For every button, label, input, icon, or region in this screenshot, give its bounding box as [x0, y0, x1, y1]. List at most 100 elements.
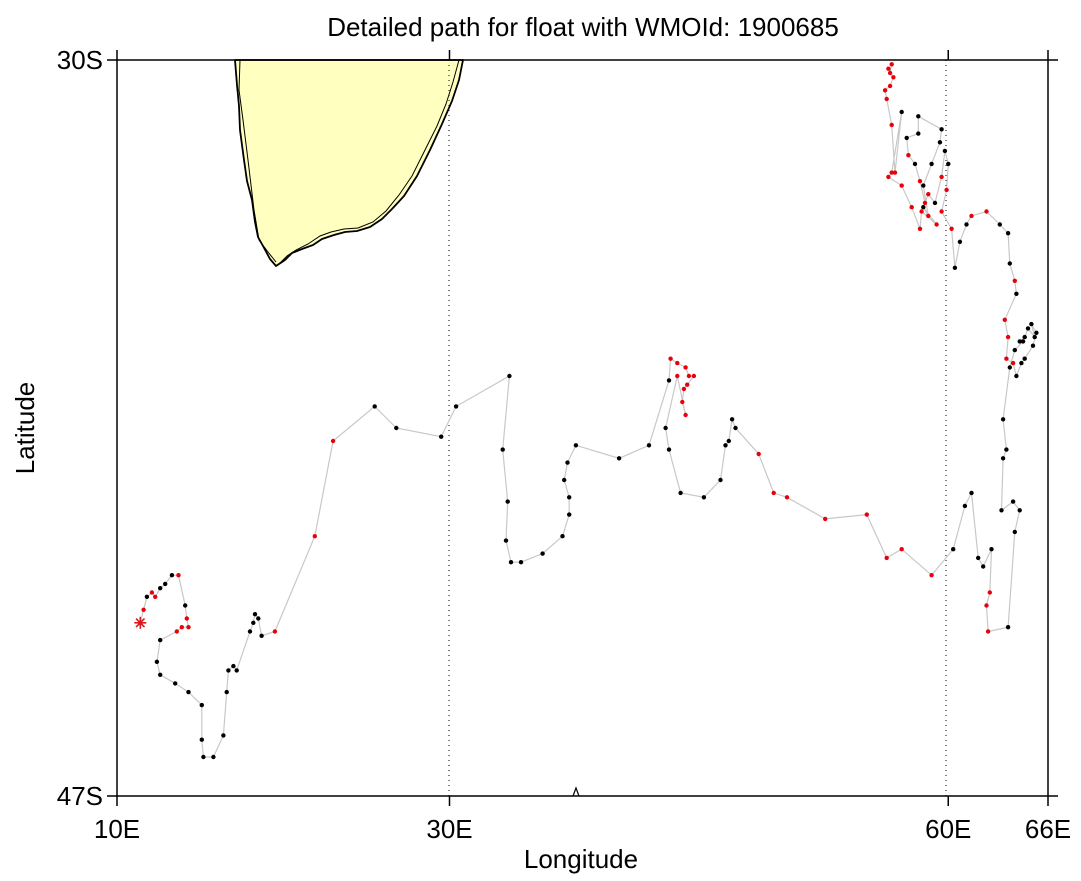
track-point-161: [891, 75, 896, 80]
float-track: [134, 62, 1039, 760]
small-island: [572, 786, 580, 797]
track-point-106: [1032, 334, 1037, 340]
track-point-75: [756, 451, 761, 457]
track-point-102: [1020, 339, 1026, 344]
track-point-14: [158, 637, 163, 643]
track-point-79: [864, 512, 869, 517]
y-tick-label-1: 47S: [57, 781, 103, 811]
track-point-61: [685, 382, 690, 387]
x-tick-label-0: 10E: [94, 814, 140, 844]
track-point-70: [718, 477, 723, 483]
track-point-62: [681, 386, 687, 392]
track-point-43: [503, 538, 509, 543]
track-point-78: [823, 516, 828, 522]
track-point-81: [899, 547, 904, 552]
track-point-42: [505, 499, 510, 504]
track-point-47: [560, 534, 565, 539]
track-point-44: [508, 560, 514, 565]
track-point-21: [201, 754, 206, 760]
africa-landmass: [234, 59, 464, 267]
track-point-39: [453, 404, 459, 409]
track-point-54: [646, 443, 652, 448]
track-point-23: [221, 733, 226, 738]
track-point-139: [904, 135, 909, 141]
track-point-115: [1005, 334, 1011, 340]
track-point-99: [1000, 417, 1006, 422]
track-point-28: [247, 629, 253, 634]
track-point-98: [1004, 447, 1009, 452]
track-point-73: [729, 417, 735, 422]
track-point-18: [186, 689, 191, 695]
track-point-145: [921, 183, 926, 188]
y-tick-label-0: 30S: [57, 45, 103, 75]
track-point-104: [1022, 334, 1027, 340]
track-point-84: [962, 503, 968, 509]
track-point-153: [886, 174, 891, 180]
start-marker: [134, 616, 147, 629]
track-point-22: [211, 754, 216, 760]
track-point-131: [942, 148, 948, 154]
track-point-123: [969, 213, 974, 219]
track-point-93: [1012, 529, 1017, 535]
track-point-17: [173, 681, 178, 686]
track-point-95: [1010, 499, 1016, 504]
track-point-36: [372, 404, 377, 409]
track-point-136: [917, 179, 923, 184]
track-point-65: [675, 373, 680, 379]
track-point-13: [174, 629, 179, 634]
track-point-97: [1000, 456, 1006, 461]
track-point-132: [939, 174, 944, 180]
track-point-3: [149, 590, 155, 595]
axis-ticks: 10E 30E 60E 66E 30S 47S: [57, 45, 1071, 844]
track-point-10: [184, 616, 189, 621]
track-point-64: [683, 412, 688, 418]
track-point-48: [567, 512, 572, 517]
track-point-116: [1002, 317, 1007, 322]
track-point-7: [169, 573, 175, 578]
track-point-128: [939, 209, 944, 214]
track-point-72: [726, 438, 731, 444]
track-point-151: [909, 205, 914, 210]
track-point-24: [224, 689, 229, 695]
track-point-56: [668, 356, 673, 361]
track-point-82: [929, 573, 934, 578]
track-point-50: [562, 477, 567, 483]
track-point-27: [234, 668, 239, 673]
track-point-37: [394, 425, 399, 431]
track-point-38: [439, 434, 444, 439]
track-point-5: [158, 586, 163, 591]
track-point-68: [678, 490, 683, 496]
track-point-52: [573, 443, 579, 448]
plot-area: [116, 59, 1049, 797]
track-point-125: [957, 239, 963, 244]
track-point-30: [252, 612, 258, 617]
track-point-35: [330, 438, 336, 444]
track-point-157: [889, 122, 894, 128]
track-point-87: [981, 564, 986, 569]
track-point-155: [899, 109, 904, 115]
track-point-150: [917, 226, 923, 231]
track-point-137: [912, 161, 918, 167]
track-point-32: [259, 633, 264, 638]
track-point-34: [312, 534, 317, 539]
track-point-156: [892, 170, 898, 175]
track-point-88: [989, 547, 994, 552]
track-point-80: [884, 555, 889, 561]
track-point-154: [889, 170, 894, 175]
track-point-53: [616, 456, 622, 461]
track-point-74: [733, 425, 738, 431]
track-point-135: [922, 200, 928, 206]
track-point-77: [784, 495, 790, 500]
track-point-45: [518, 560, 524, 565]
track-point-8: [176, 573, 181, 578]
track-point-122: [984, 209, 989, 214]
track-point-26: [231, 663, 236, 669]
track-point-94: [1017, 508, 1022, 513]
track-point-69: [701, 495, 707, 500]
track-point-129: [944, 187, 949, 193]
track-point-108: [1034, 330, 1039, 335]
track-point-96: [999, 508, 1004, 513]
track-point-15: [154, 659, 160, 664]
track-point-100: [1007, 365, 1012, 370]
track-point-55: [666, 378, 672, 383]
